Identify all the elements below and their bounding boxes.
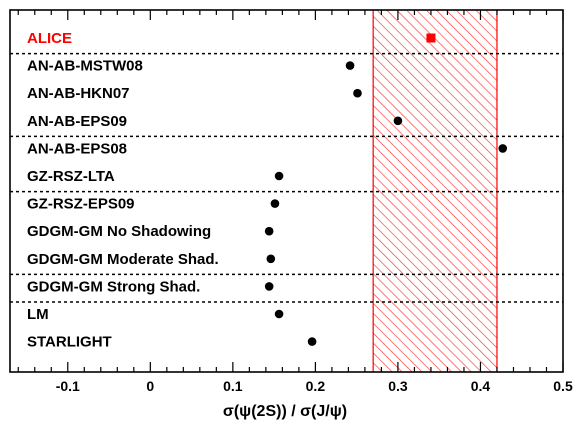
row-label: STARLIGHT — [27, 334, 112, 351]
row-label: GDGM-GM No Shadowing — [27, 223, 211, 240]
x-axis-label: σ(ψ(2S)) / σ(J/ψ) — [223, 403, 347, 420]
row-label: ALICE — [27, 30, 72, 47]
data-point — [307, 337, 317, 346]
data-point — [274, 309, 284, 319]
row-label: GZ-RSZ-LTA — [27, 168, 115, 185]
data-point — [393, 116, 403, 126]
data-point — [266, 254, 276, 264]
row-label: GDGM-GM Strong Shad. — [27, 278, 200, 295]
row-label: AN-AB-EPS09 — [27, 113, 127, 130]
data-point — [274, 171, 284, 181]
x-tick-label: 0.1 — [223, 378, 243, 394]
x-tick-label: 0.2 — [306, 378, 326, 394]
row-label: AN-AB-EPS08 — [27, 140, 127, 157]
row-label: LM — [27, 306, 49, 323]
data-point-alice — [426, 33, 436, 43]
data-point — [345, 61, 355, 70]
row-label: AN-AB-MSTW08 — [27, 58, 143, 75]
row-label: GZ-RSZ-EPS09 — [27, 196, 135, 213]
data-point — [270, 199, 280, 208]
plot-frame — [9, 9, 564, 373]
data-point — [353, 88, 362, 98]
data-point — [264, 226, 274, 236]
x-tick-label: -0.1 — [56, 378, 80, 394]
row-label: GDGM-GM Moderate Shad. — [27, 251, 219, 268]
row-label: AN-AB-HKN07 — [27, 85, 130, 102]
data-point — [264, 282, 274, 291]
x-tick-label: 0.5 — [553, 378, 573, 394]
x-tick-label: 0.4 — [471, 378, 491, 394]
alice-uncertainty-band — [373, 10, 497, 372]
data-point — [498, 144, 508, 153]
x-tick-label: 0.3 — [388, 378, 408, 394]
x-tick-label: 0 — [146, 378, 154, 394]
